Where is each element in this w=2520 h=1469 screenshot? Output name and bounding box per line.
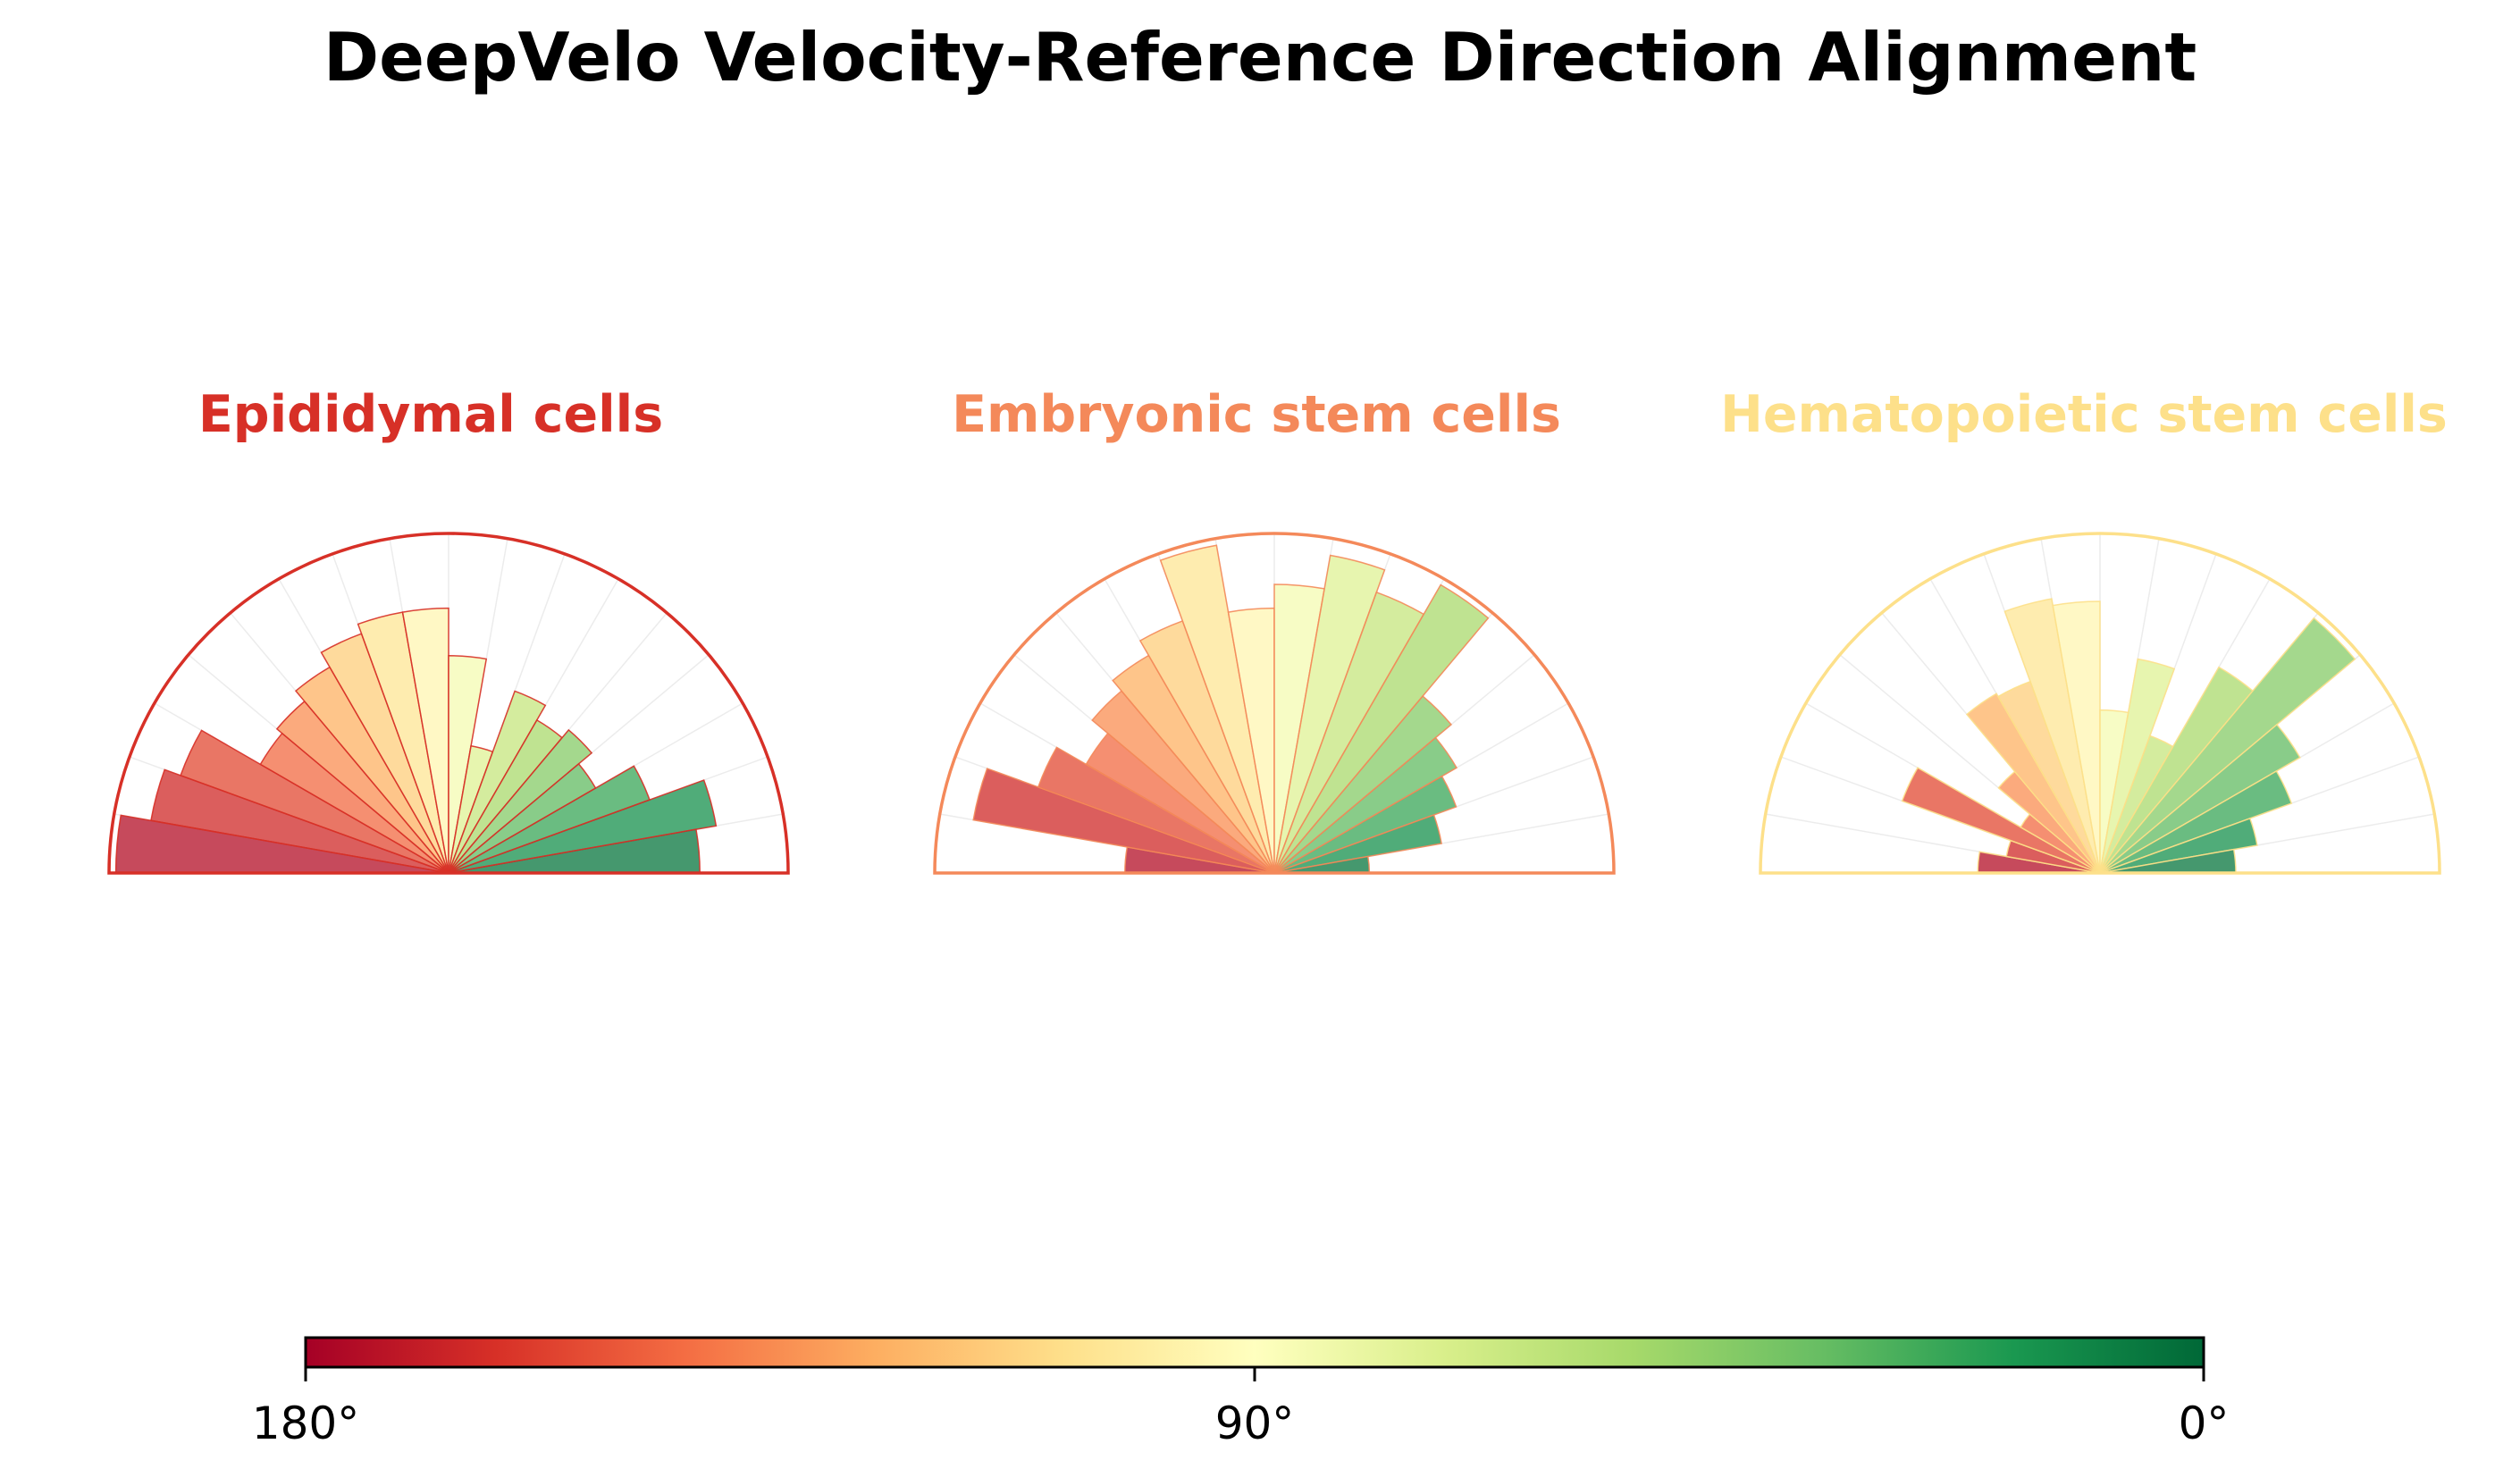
rose-bar [1273,554,1386,874]
colorbar-gradient [304,1336,2205,1369]
rose-bar [2099,817,2258,874]
panels: Epididymal cells Embryonic stem cells He… [107,385,2448,875]
rose-bar [2003,598,2101,874]
rose-bar [2052,600,2101,874]
rose-bar [448,690,547,874]
polar-frame [107,532,790,875]
rose-bar [448,779,718,874]
colorbar-tick-label: 0° [2179,1398,2230,1449]
rose-bar [180,729,449,874]
rose-bar [1273,814,1442,874]
rose-bar [1159,544,1275,874]
polar-plot [933,532,1616,875]
polar-plot [1759,532,2441,875]
panel-hematopoietic-stem-cells: Hematopoietic stem cells [1720,385,2448,875]
panel-epididymal-cells: Epididymal cells [107,385,790,875]
polar-frame [1759,532,2441,875]
colorbar: 180° 90° 0° [252,1336,2230,1449]
rose-bar [1901,767,2101,874]
colorbar-tick-label: 90° [1215,1398,1295,1449]
polar-frame [933,532,1616,875]
rose-bar [1965,693,2101,874]
rose-bar [2099,723,2301,874]
rose-bar [401,607,449,874]
panel-embryonic-stem-cells: Embryonic stem cells [933,385,1616,875]
rose-bar [1273,736,1458,874]
rose-bar [2099,658,2176,874]
rose-bar [1037,746,1275,874]
panel-title: Epididymal cells [198,385,663,444]
rose-bar [448,728,593,874]
rose-bar [2099,617,2356,874]
polar-plot [107,532,790,875]
figure-title: DeepVelo Velocity-Reference Direction Al… [323,18,2197,97]
rose-bar [1273,694,1453,874]
panel-title: Embryonic stem cells [952,385,1561,444]
panel-title: Hematopoietic stem cells [1720,385,2448,444]
rose-bar [2099,769,2293,874]
rose-bar [150,768,449,874]
rose-bar [972,768,1275,874]
rose-bar [1273,583,1490,874]
rose-bar [1273,775,1457,874]
colorbar-tick-label: 180° [252,1398,359,1449]
